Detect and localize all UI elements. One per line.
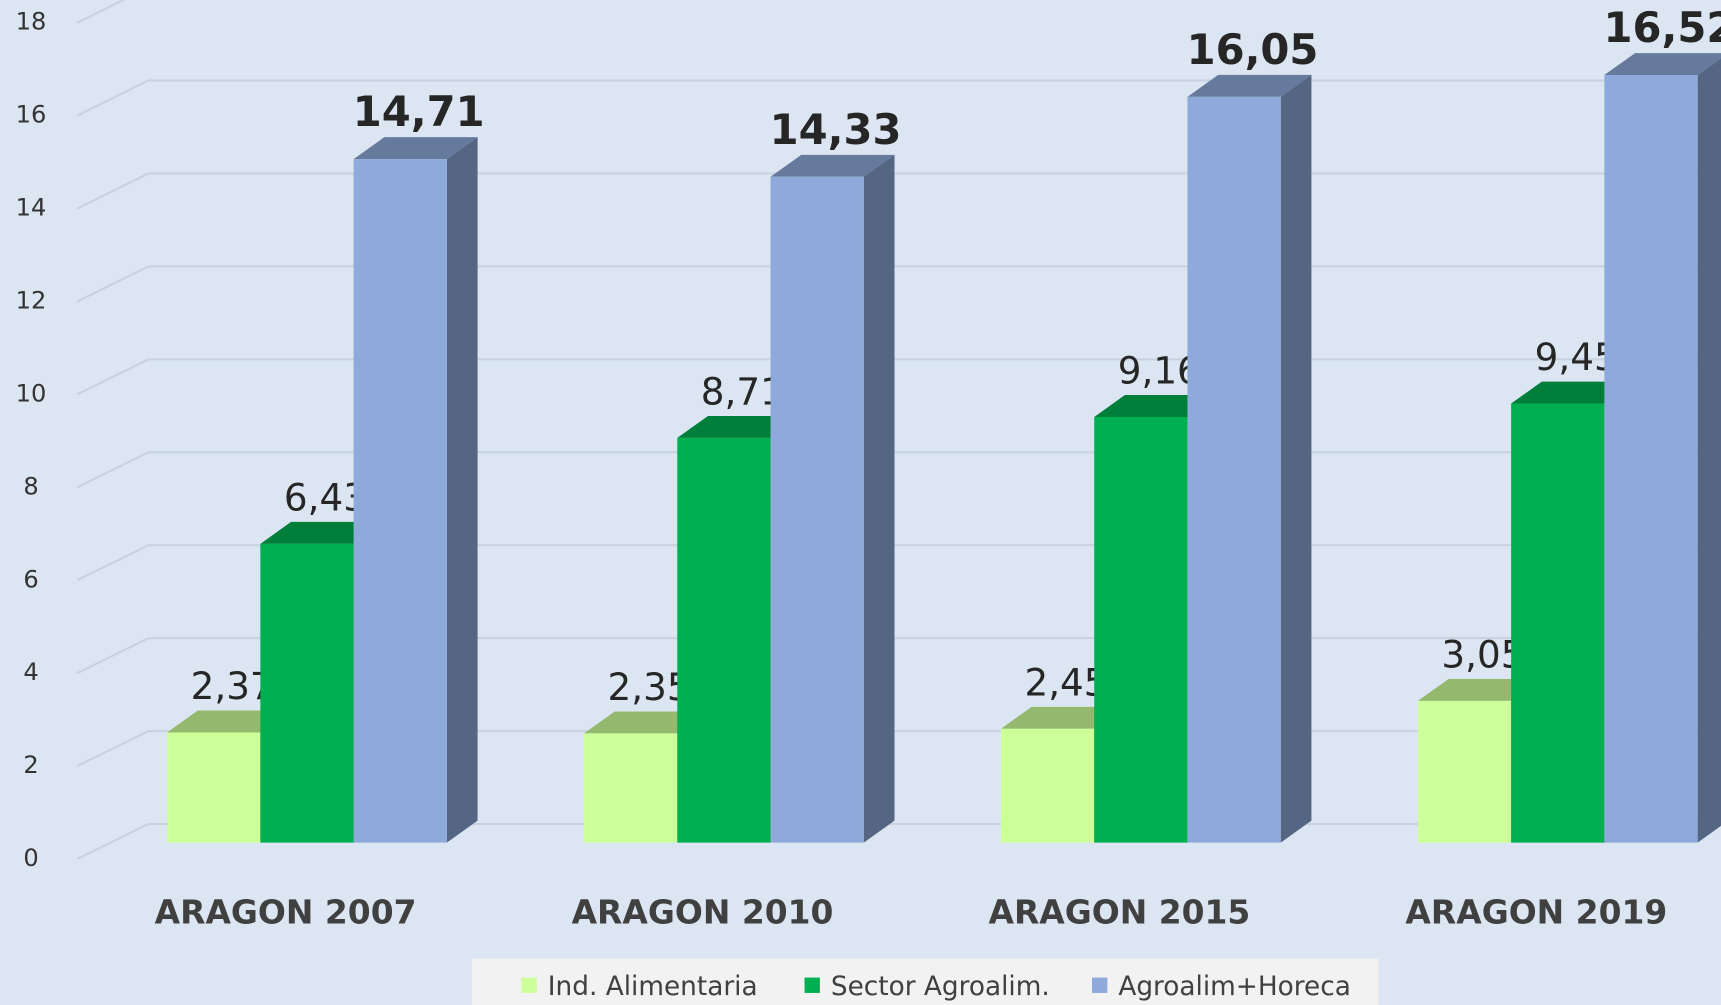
grid-line-side [76,358,149,396]
bar-front [1604,75,1698,843]
y-tick-label: 8 [23,472,38,500]
value-label: 3,05 [1441,633,1524,677]
bar [770,154,895,843]
y-tick-label: 6 [23,565,38,593]
legend-label: Agroalim+Horeca [1118,972,1351,1002]
legend-label: Ind. Alimentaria [548,972,758,1002]
bar-front [353,159,447,843]
grid-line [76,0,126,24]
bar-front [1094,417,1188,843]
bar-top [677,415,802,438]
value-label: 14,71 [353,87,485,136]
bar-top [584,711,708,734]
bar [1187,74,1312,843]
grid-line-side [76,822,149,861]
bar-front [1417,700,1512,843]
grid-line-side [76,544,149,582]
bar-side [446,137,478,843]
bar-top [260,521,385,544]
legend-box [472,958,1379,1005]
bar-front [167,732,261,843]
bar-front [1000,728,1095,843]
legend-swatch [1092,977,1108,993]
bar-top [1187,74,1312,97]
bar-top [1094,395,1219,418]
grid-line-side [76,265,149,303]
legend-label: Sector Agroalim. [831,972,1050,1002]
value-label: 9,16 [1118,349,1201,393]
bar-front [260,543,354,843]
y-tick-label: 12 [16,286,47,314]
y-tick-label: 10 [16,379,47,407]
bar-top [353,137,478,160]
x-tick-label: ARAGON 2007 [155,892,417,931]
y-tick-label: 14 [16,194,47,222]
grid-line-side [76,730,149,768]
value-label: 9,45 [1535,335,1618,379]
bar-side [1280,74,1312,843]
bar-top [770,154,895,177]
grid-line-side [76,451,149,489]
y-tick-label: 0 [23,844,38,872]
bar-top [1604,53,1721,76]
value-label: 2,37 [191,664,274,708]
legend-swatch [521,977,537,993]
value-label: 16,05 [1187,25,1319,74]
value-label: 2,35 [608,665,691,709]
x-tick-label: ARAGON 2015 [989,892,1251,931]
bar-front [1187,96,1281,843]
grid-line-side [76,0,126,24]
bar-front [584,733,678,843]
bar-top [1511,381,1636,404]
bar-front [677,437,771,843]
bar-side [1697,58,1721,843]
bar-front [770,176,864,843]
bar-top [167,710,292,733]
y-tick-label: 4 [23,658,38,686]
y-tick-label: 18 [16,8,47,36]
value-label: 6,43 [284,475,367,519]
value-label: 14,33 [770,105,902,154]
legend-swatch [804,977,820,993]
x-tick-label: ARAGON 2019 [1405,892,1667,931]
bar-top [1417,678,1542,701]
bar-top [1000,706,1125,729]
grid-line [76,79,1721,117]
y-tick-label: 16 [16,101,47,129]
bar-front [1511,403,1605,843]
value-label: 2,45 [1024,660,1107,704]
bar [353,137,478,843]
grid-line-side [76,172,149,210]
grid-line-side [76,79,149,117]
bar-side [863,154,895,843]
value-label: 8,71 [701,370,784,414]
y-tick-label: 2 [23,751,38,779]
value-label: 16,52 [1603,3,1721,52]
x-tick-label: ARAGON 2010 [572,892,834,931]
grid-line-side [76,637,149,675]
bar [1604,53,1721,843]
